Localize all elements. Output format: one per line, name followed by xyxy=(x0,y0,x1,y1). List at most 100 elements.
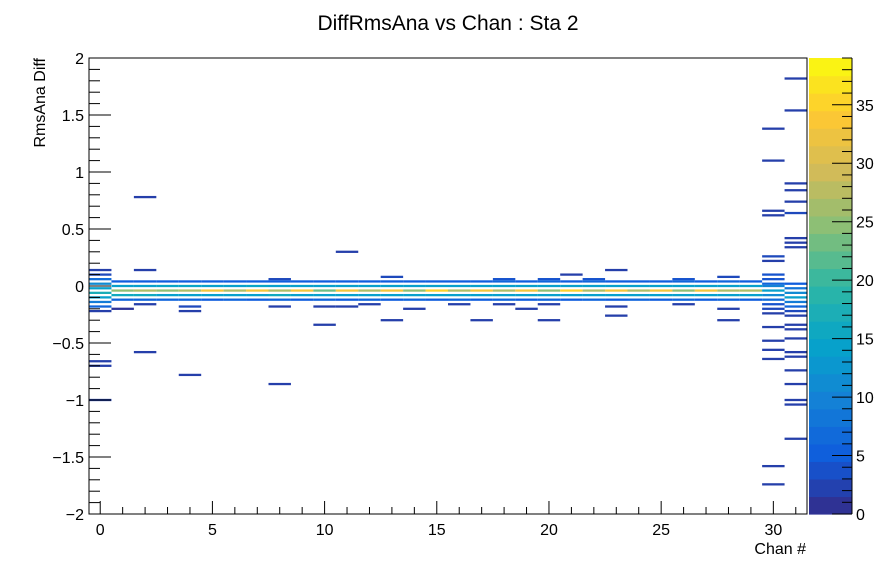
heatmap-cell xyxy=(223,284,247,288)
heatmap-cell xyxy=(403,293,426,297)
heatmap-cell xyxy=(335,250,359,253)
heatmap-cell xyxy=(784,282,807,285)
heatmap-cell xyxy=(448,284,471,288)
heatmap-cell xyxy=(537,293,561,297)
heatmap-cell xyxy=(739,280,763,283)
y-tick-label: 1.5 xyxy=(62,108,84,125)
heatmap-cell xyxy=(762,214,785,217)
heatmap-cell xyxy=(739,298,763,301)
heatmap-cell xyxy=(762,325,785,329)
heatmap-cell xyxy=(201,289,224,292)
heatmap-cell xyxy=(380,293,404,297)
heatmap-cell xyxy=(201,298,224,301)
heatmap-cell xyxy=(560,289,583,292)
heatmap-cell xyxy=(627,289,650,292)
color-scale-band xyxy=(809,303,852,322)
heatmap-cell xyxy=(201,280,224,283)
heatmap-cell xyxy=(784,305,807,308)
y-tick-label: 0 xyxy=(75,279,84,296)
heatmap-cell xyxy=(358,303,381,306)
heatmap-cell xyxy=(560,293,583,297)
color-scale-band xyxy=(809,215,852,234)
heatmap-cell xyxy=(582,298,606,301)
color-scale-tick-label: 0 xyxy=(856,507,865,524)
heatmap-cell xyxy=(335,280,359,283)
x-tick-label: 0 xyxy=(96,522,105,539)
y-tick-label: 0.5 xyxy=(62,222,84,239)
heatmap-cell xyxy=(201,293,224,297)
heatmap-cell xyxy=(762,339,785,342)
heatmap-cell xyxy=(537,284,561,288)
heatmap-cell xyxy=(762,259,785,263)
x-tick-label: 15 xyxy=(428,522,446,539)
color-scale-band xyxy=(809,356,852,375)
y-tick-label: −0.5 xyxy=(52,336,84,353)
heatmap-cell xyxy=(133,293,157,297)
heatmap-cell xyxy=(762,255,785,258)
heatmap-cell xyxy=(582,280,606,283)
heatmap-cell xyxy=(582,289,606,292)
color-scale-band xyxy=(809,110,852,129)
heatmap-cell xyxy=(582,293,606,297)
color-scale-band xyxy=(809,75,852,94)
heatmap-cell xyxy=(717,298,740,301)
heatmap-cell xyxy=(582,284,606,288)
heatmap-cell xyxy=(448,303,471,306)
heatmap-cell xyxy=(268,289,291,292)
x-tick-label: 5 xyxy=(208,522,217,539)
heatmap-cell xyxy=(717,280,740,283)
heatmap-cell xyxy=(605,289,628,292)
heatmap-cell xyxy=(335,293,359,297)
heatmap-cell xyxy=(448,280,471,283)
heatmap-cell xyxy=(268,305,291,308)
heatmap-cell xyxy=(762,278,785,281)
heatmap-cell xyxy=(178,298,202,301)
color-scale-band xyxy=(809,198,852,217)
x-axis: 0 5 10 15 20 25 30 xyxy=(96,501,797,539)
heatmap-cell xyxy=(537,298,561,301)
heatmap-cell xyxy=(133,268,157,272)
heatmap-cell xyxy=(515,298,538,301)
heatmap-cell xyxy=(470,280,493,283)
heatmap-cell xyxy=(313,293,336,297)
heatmap-cell xyxy=(358,293,381,297)
heatmap-cell xyxy=(335,289,359,292)
heatmap-cell xyxy=(290,298,314,301)
heatmap-cell xyxy=(672,303,695,306)
heatmap-cell xyxy=(470,319,493,322)
heatmap-cell xyxy=(784,236,807,240)
heatmap-cell xyxy=(290,280,314,283)
heatmap-cell xyxy=(762,307,785,310)
heatmap-cell xyxy=(89,291,112,294)
color-scale-band xyxy=(809,233,852,252)
color-scale-tick-label: 20 xyxy=(856,273,874,290)
x-tick-label: 20 xyxy=(540,522,558,539)
heatmap-cell xyxy=(672,293,695,297)
heatmap-cell xyxy=(425,280,448,283)
heatmap-cell xyxy=(111,298,134,301)
heatmap-cell xyxy=(784,241,807,244)
heatmap-cell xyxy=(313,289,336,292)
heatmap-cell xyxy=(380,280,404,283)
heatmap-cell xyxy=(156,284,179,288)
heatmap-cell xyxy=(762,357,785,361)
heatmap-cell xyxy=(515,289,538,292)
heatmap-cell xyxy=(425,298,448,301)
heatmap-cell xyxy=(268,298,291,301)
heatmap-cell xyxy=(89,278,112,281)
color-scale-band xyxy=(809,426,852,445)
heatmap-cell xyxy=(717,319,740,322)
heatmap-cell xyxy=(537,278,561,281)
color-scale-band xyxy=(809,163,852,182)
heatmap-cell xyxy=(313,280,336,283)
heatmap-cell xyxy=(784,309,807,313)
heatmap-cell xyxy=(380,298,404,301)
heatmap-cell xyxy=(672,289,695,292)
heatmap-cell xyxy=(111,280,134,283)
heatmap-cell xyxy=(178,305,202,308)
heatmap-cell xyxy=(762,209,785,212)
heatmap-cell xyxy=(627,293,650,297)
x-tick-label: 10 xyxy=(316,522,334,539)
heatmap-cell xyxy=(694,293,718,297)
heatmap-cell xyxy=(672,284,695,288)
